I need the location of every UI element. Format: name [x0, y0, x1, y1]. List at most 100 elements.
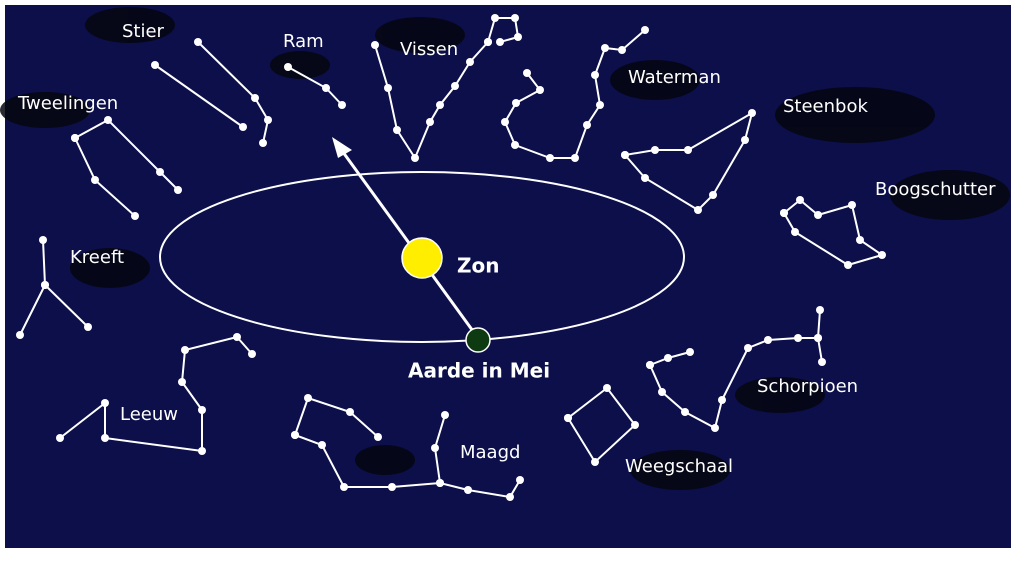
star [501, 118, 509, 126]
sky [5, 5, 1011, 548]
star [686, 348, 694, 356]
star [794, 334, 802, 342]
star [603, 384, 611, 392]
star [496, 38, 504, 46]
star [466, 58, 474, 66]
star [259, 139, 267, 147]
star [91, 176, 99, 184]
star [374, 433, 382, 441]
star [104, 116, 112, 124]
cloud [270, 51, 330, 79]
star [464, 486, 472, 494]
star [878, 251, 886, 259]
star [198, 406, 206, 414]
star [511, 14, 519, 22]
star [436, 101, 444, 109]
star [664, 354, 672, 362]
star [156, 168, 164, 176]
star [848, 201, 856, 209]
constellation-label: Tweelingen [17, 93, 118, 114]
star [546, 154, 554, 162]
star [506, 493, 514, 501]
star [194, 38, 202, 46]
star [451, 82, 459, 90]
star [39, 236, 47, 244]
star [791, 228, 799, 236]
star [101, 399, 109, 407]
star [744, 344, 752, 352]
star [618, 46, 626, 54]
star [591, 71, 599, 79]
star [856, 236, 864, 244]
star [441, 411, 449, 419]
star [151, 61, 159, 69]
star [796, 196, 804, 204]
star [131, 212, 139, 220]
star [516, 476, 524, 484]
star [84, 323, 92, 331]
star [780, 209, 788, 217]
star [511, 141, 519, 149]
star [631, 421, 639, 429]
star [340, 483, 348, 491]
star [641, 174, 649, 182]
sun [402, 238, 442, 278]
star [284, 63, 292, 71]
star [523, 69, 531, 77]
constellation-label: Steenbok [783, 96, 868, 117]
star [178, 378, 186, 386]
star [658, 388, 666, 396]
star [621, 151, 629, 159]
star [233, 333, 241, 341]
sun-label: Zon [457, 254, 499, 278]
star [583, 121, 591, 129]
star [346, 408, 354, 416]
star [814, 334, 822, 342]
star [646, 361, 654, 369]
star [181, 346, 189, 354]
star [512, 99, 520, 107]
star [816, 306, 824, 314]
star [814, 211, 822, 219]
star [764, 336, 772, 344]
star [641, 26, 649, 34]
cloud [355, 445, 415, 475]
star [426, 118, 434, 126]
constellation-label: Vissen [400, 39, 458, 60]
constellation-label: Boogschutter [875, 179, 996, 200]
star [198, 447, 206, 455]
earth-label: Aarde in Mei [408, 359, 550, 383]
star [318, 441, 326, 449]
constellation-label: Leeuw [120, 404, 178, 425]
constellation-label: Maagd [460, 442, 520, 463]
star [291, 431, 299, 439]
star [681, 408, 689, 416]
constellation-label: Schorpioen [757, 376, 858, 397]
star [564, 414, 572, 422]
scene: Zon Aarde in Mei StierRamVissenWatermanS… [0, 0, 1016, 563]
star [251, 94, 259, 102]
star [571, 154, 579, 162]
star [651, 146, 659, 154]
star [384, 84, 392, 92]
earth [466, 328, 490, 352]
star [393, 126, 401, 134]
star [322, 84, 330, 92]
star [818, 358, 826, 366]
star [304, 394, 312, 402]
star [484, 38, 492, 46]
star [601, 44, 609, 52]
star [338, 101, 346, 109]
constellation-label: Stier [122, 21, 165, 42]
star [174, 186, 182, 194]
star [388, 483, 396, 491]
star [371, 41, 379, 49]
star [514, 33, 522, 41]
star [71, 134, 79, 142]
star [101, 434, 109, 442]
constellation-label: Kreeft [70, 247, 124, 268]
star [248, 350, 256, 358]
star [264, 116, 272, 124]
star [536, 86, 544, 94]
constellation-label: Ram [283, 31, 324, 52]
